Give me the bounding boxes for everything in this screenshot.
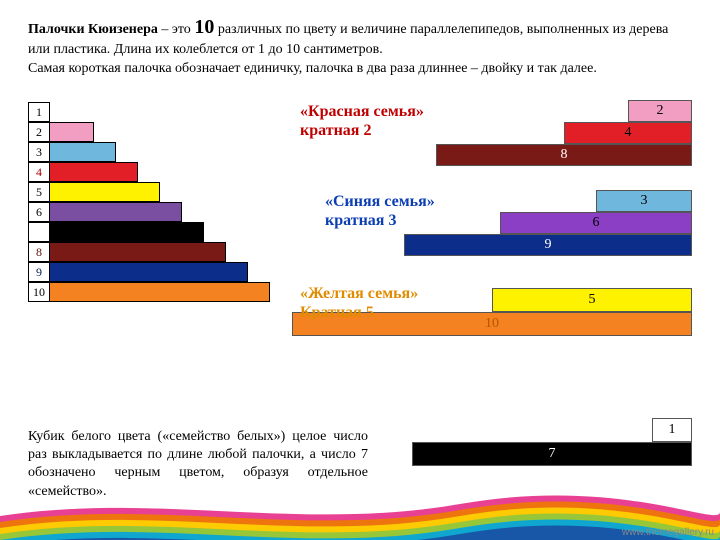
stair-number: 2: [28, 122, 50, 142]
stair-row: 3: [28, 142, 278, 162]
stair-number: 10: [28, 282, 50, 302]
family-title-yellow: «Желтая семья»Кратная 5: [300, 284, 418, 322]
stair-number: 1: [28, 102, 50, 122]
stair-number: 5: [28, 182, 50, 202]
stair-row: 1: [28, 102, 278, 122]
stair-number: 4: [28, 162, 50, 182]
stair-number: 9: [28, 262, 50, 282]
family-bar: 4: [564, 122, 692, 144]
family-bar: 9: [404, 234, 692, 256]
family-bar: 7: [412, 442, 692, 466]
intro-ten: 10: [194, 16, 214, 38]
stair-row: 9: [28, 262, 278, 282]
stair-row: 8: [28, 242, 278, 262]
stair-row: 6: [28, 202, 278, 222]
family-bar: 6: [500, 212, 692, 234]
stair-number: 8: [28, 242, 50, 262]
stair-row: 7: [28, 222, 278, 242]
family-title-blue: «Синяя семья»кратная 3: [325, 192, 435, 230]
stair-bar: [50, 182, 160, 202]
stair-bar: [50, 282, 270, 302]
intro-bold: Палочки Кюизенера: [28, 22, 158, 37]
stair-bar: [50, 242, 226, 262]
stair-bar: [50, 262, 248, 282]
stair-row: 2: [28, 122, 278, 142]
stair-bar: [50, 202, 182, 222]
stair-number: 7: [28, 222, 50, 242]
stair-bar: [50, 122, 94, 142]
stair-number: 3: [28, 142, 50, 162]
stair-bar: [50, 142, 116, 162]
family-single: 17: [0, 0, 720, 1]
watermark: www.themegallery.ru: [622, 527, 714, 538]
stair-number: 6: [28, 202, 50, 222]
family-title-red: «Красная семья»кратная 2: [300, 102, 424, 140]
intro-line2: Самая короткая палочка обозначает единич…: [28, 61, 597, 76]
stair-bar: [50, 162, 138, 182]
staircase-diagram: 12345678910: [28, 102, 278, 302]
intro-text: Палочки Кюизенера – это 10 различных по …: [28, 14, 692, 79]
stair-bar: [50, 222, 204, 242]
family-bar: 2: [628, 100, 692, 122]
family-bar: 8: [436, 144, 692, 166]
family-bar: 1: [652, 418, 692, 442]
bottom-note: Кубик белого цвета («семейство белых») ц…: [28, 428, 368, 501]
stair-row: 5: [28, 182, 278, 202]
family-bar: 5: [492, 288, 692, 312]
rainbow-wave: [0, 494, 720, 540]
stair-row: 4: [28, 162, 278, 182]
family-bar: 3: [596, 190, 692, 212]
stair-row: 10: [28, 282, 278, 302]
